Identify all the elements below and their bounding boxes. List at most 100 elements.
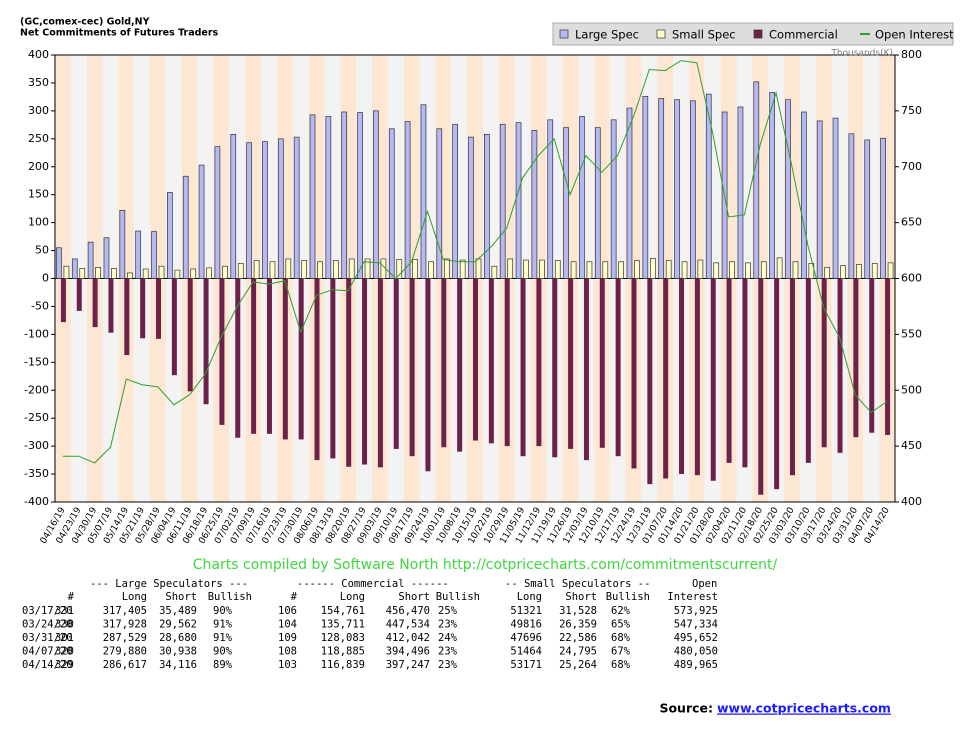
bar bbox=[488, 278, 494, 444]
table-cell: 68% bbox=[611, 632, 631, 644]
bar bbox=[618, 261, 624, 279]
bar bbox=[333, 260, 339, 279]
bar bbox=[230, 133, 237, 279]
bar bbox=[309, 114, 316, 279]
y-tick-label: 200 bbox=[28, 160, 49, 173]
bar bbox=[864, 139, 871, 279]
bar bbox=[663, 278, 669, 479]
bar bbox=[119, 209, 126, 279]
bar bbox=[206, 267, 212, 279]
table-cell: 25,264 bbox=[559, 659, 597, 671]
bar bbox=[71, 258, 78, 279]
bar bbox=[346, 278, 352, 467]
table-cell: 128,083 bbox=[321, 632, 365, 644]
bar bbox=[317, 261, 323, 279]
bar bbox=[167, 192, 173, 279]
bar bbox=[776, 257, 783, 279]
bar bbox=[142, 268, 149, 279]
bar bbox=[856, 264, 862, 279]
bar bbox=[848, 133, 855, 279]
table-header: # bbox=[68, 591, 75, 603]
bar bbox=[237, 263, 244, 279]
bar bbox=[214, 146, 221, 279]
table-cell: 04/14/20 bbox=[22, 659, 73, 671]
table-cell: 89% bbox=[213, 659, 233, 671]
y-tick-label: -150 bbox=[24, 355, 49, 368]
bar bbox=[821, 278, 827, 448]
table-cell: 49816 bbox=[510, 619, 542, 631]
table-cell: 495,652 bbox=[674, 632, 718, 644]
y-tick-label: 50 bbox=[35, 244, 49, 257]
bar bbox=[314, 278, 320, 461]
table-cell: 489,965 bbox=[674, 659, 718, 671]
table-cell: 317,405 bbox=[103, 605, 147, 617]
bar bbox=[269, 261, 276, 279]
bar bbox=[853, 278, 859, 438]
bar bbox=[547, 119, 554, 279]
bar bbox=[364, 258, 371, 279]
chart-subtitle: Net Commitments of Futures Traders bbox=[20, 28, 219, 39]
bar bbox=[586, 261, 593, 279]
bar bbox=[171, 278, 177, 376]
table-cell: 03/17/20 bbox=[22, 605, 73, 617]
table-cell: 51321 bbox=[510, 605, 542, 617]
table-cell: 51464 bbox=[510, 646, 542, 658]
bar bbox=[602, 261, 609, 279]
bar bbox=[468, 136, 474, 279]
legend-label: Commercial bbox=[769, 28, 838, 42]
table-cell: 24% bbox=[438, 632, 458, 644]
bar bbox=[124, 278, 130, 356]
bar bbox=[634, 260, 640, 279]
y2-tick-label: 450 bbox=[901, 439, 922, 452]
bar bbox=[737, 106, 744, 279]
table-header: Interest bbox=[667, 591, 718, 603]
table-cell: 317,928 bbox=[103, 619, 147, 631]
bar bbox=[742, 278, 748, 468]
table-cell: 03/24/20 bbox=[22, 619, 73, 631]
table-header: Bullish bbox=[208, 591, 252, 603]
bar bbox=[108, 278, 114, 333]
table-cell: 109 bbox=[278, 632, 297, 644]
bar bbox=[174, 269, 181, 279]
bar bbox=[694, 278, 700, 476]
bar bbox=[769, 92, 775, 279]
bar bbox=[190, 268, 197, 279]
bar bbox=[615, 278, 621, 457]
table-cell: 30,938 bbox=[159, 646, 197, 658]
bar bbox=[182, 175, 189, 279]
bar bbox=[483, 133, 490, 279]
bar bbox=[219, 278, 225, 425]
table-cell: 90% bbox=[213, 605, 233, 617]
bar bbox=[539, 259, 545, 279]
bar bbox=[626, 107, 633, 279]
y-tick-label: -400 bbox=[24, 495, 49, 508]
table-cell: 65% bbox=[611, 619, 631, 631]
y-tick-label: 300 bbox=[28, 104, 49, 117]
table-cell: 29,562 bbox=[159, 619, 197, 631]
bar bbox=[253, 260, 260, 279]
bar bbox=[840, 265, 846, 279]
source-link[interactable]: www.cotpricecharts.com bbox=[717, 701, 891, 716]
table-header: Short bbox=[565, 591, 597, 603]
legend-marker bbox=[656, 29, 666, 39]
bar bbox=[579, 116, 585, 279]
legend-label: Large Spec bbox=[575, 28, 639, 42]
y2-tick-label: 550 bbox=[901, 327, 922, 340]
table-cell: 301 bbox=[55, 632, 74, 644]
bar bbox=[552, 278, 558, 458]
bar bbox=[729, 261, 735, 279]
bar bbox=[373, 110, 379, 279]
bar bbox=[658, 98, 665, 279]
bar bbox=[523, 259, 529, 279]
table-header: Long bbox=[517, 591, 542, 603]
table-cell: 104 bbox=[278, 619, 297, 631]
bar bbox=[837, 278, 843, 453]
bar bbox=[583, 278, 589, 461]
bar bbox=[710, 278, 716, 481]
bar bbox=[805, 278, 811, 463]
bar bbox=[293, 136, 300, 279]
bar bbox=[570, 261, 577, 279]
y2-tick-label: 700 bbox=[901, 160, 922, 173]
table-cell: 118,885 bbox=[321, 646, 365, 658]
